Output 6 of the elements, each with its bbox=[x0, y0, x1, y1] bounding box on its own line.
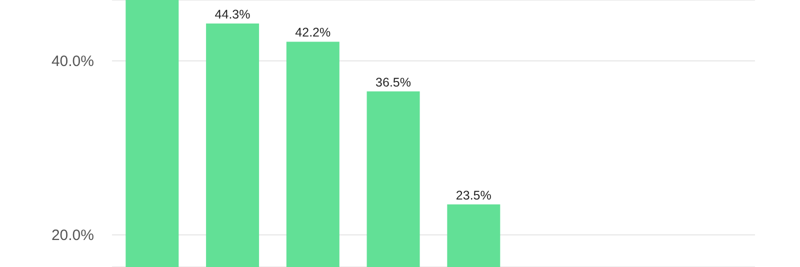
data-label: 42.2% bbox=[295, 26, 331, 40]
data-label: 23.5% bbox=[456, 188, 492, 202]
y-tick-label: 40.0% bbox=[51, 53, 94, 70]
data-label: 36.5% bbox=[376, 75, 412, 90]
y-tick-label: 20.0% bbox=[51, 227, 94, 244]
data-label: 44.3% bbox=[214, 7, 250, 22]
